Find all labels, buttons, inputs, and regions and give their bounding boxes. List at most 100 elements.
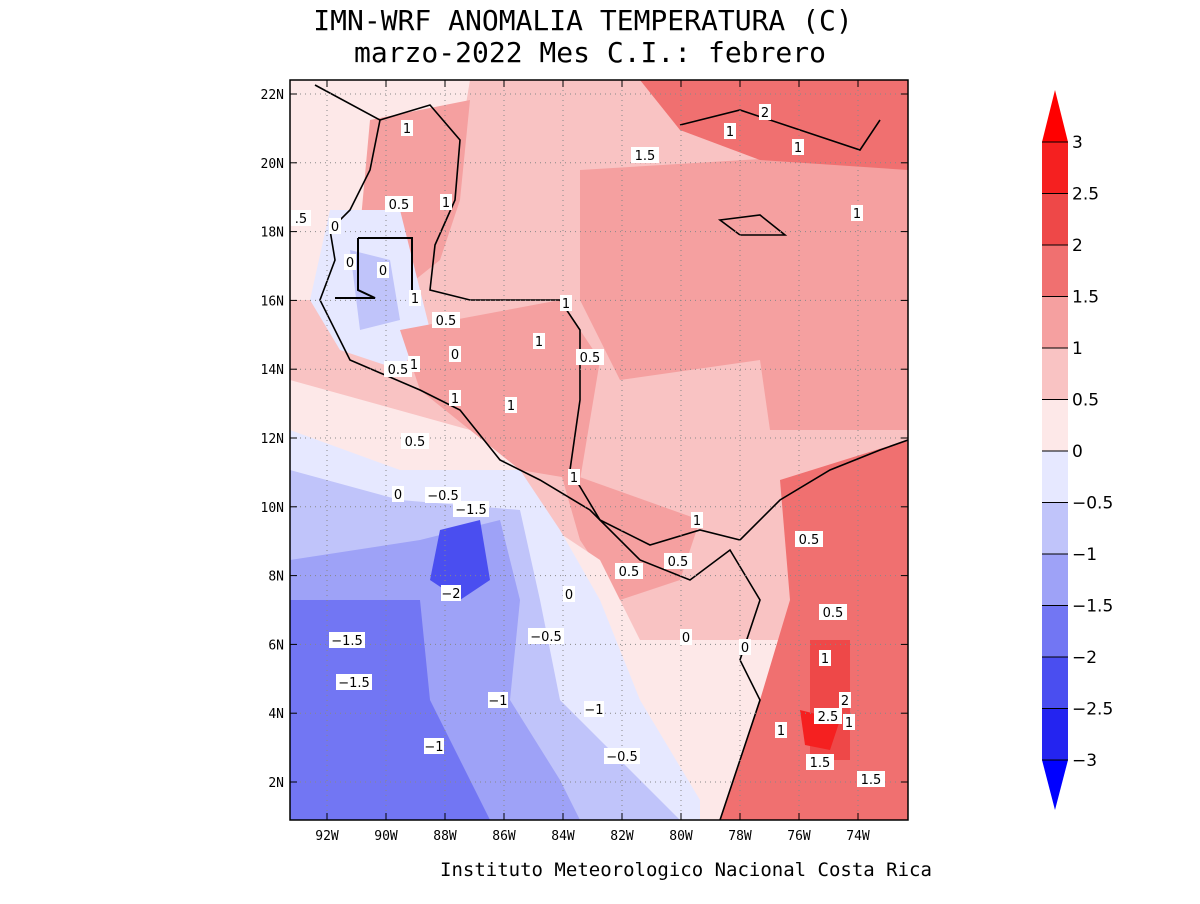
colorbar-segment xyxy=(1042,605,1068,657)
lon-label: 84W xyxy=(551,829,575,844)
contour-label: 1 xyxy=(451,392,459,407)
contour-label: 1 xyxy=(821,652,829,667)
contour-label: 0.5 xyxy=(823,606,844,621)
footer: Instituto Meteorologico Nacional Costa R… xyxy=(440,859,932,881)
lat-label: 10N xyxy=(261,501,284,516)
contour-label: 0.5 xyxy=(389,198,410,213)
contour-label: 1 xyxy=(403,122,411,137)
contour-label-box xyxy=(528,628,564,644)
contour-label-box xyxy=(384,361,412,377)
contour-label: 1 xyxy=(507,399,515,414)
contour-label-box xyxy=(440,194,452,210)
contour-label: 0.5 xyxy=(799,533,820,548)
contour-label-box xyxy=(392,486,404,502)
contour-label: 1 xyxy=(562,297,570,312)
contour-label-box xyxy=(449,346,461,362)
contour-label: 0 xyxy=(741,641,749,656)
contour-label: 1 xyxy=(853,207,861,222)
contour-label: 0.5 xyxy=(405,435,426,450)
contour-label-box xyxy=(432,312,460,328)
contour-label: −1 xyxy=(424,740,443,755)
contour-label: 2 xyxy=(761,106,769,121)
colorbar-segment xyxy=(1042,193,1068,245)
contour-label: 1.5 xyxy=(810,756,831,771)
lat-label: 4N xyxy=(268,707,284,722)
contour-label: 1 xyxy=(570,471,578,486)
lon-label: 90W xyxy=(374,829,398,844)
contour-label: −1.5 xyxy=(455,503,487,518)
contour-label-box xyxy=(329,632,365,648)
contour-label-box xyxy=(631,147,659,163)
lat-label: 8N xyxy=(268,570,284,585)
lon-label: 92W xyxy=(315,829,339,844)
contour-label: 0.5 xyxy=(436,314,457,329)
contour-label-box xyxy=(819,650,831,666)
contour-label: −1.5 xyxy=(338,676,370,691)
lat-label: 20N xyxy=(261,157,284,172)
contour-label-box xyxy=(604,748,640,764)
colorbar-label: 3 xyxy=(1072,133,1083,153)
contour-label: 0.5 xyxy=(619,565,640,580)
contour-label: 0.5 xyxy=(580,351,601,366)
contour-label: 0 xyxy=(346,256,354,271)
contour-label-box xyxy=(792,139,804,155)
contour-label-box xyxy=(425,487,461,503)
colorbar-label: 1.5 xyxy=(1072,288,1099,308)
contour-label: −2 xyxy=(441,587,460,602)
contour-label-box xyxy=(724,123,736,139)
colorbar-label: 1 xyxy=(1072,339,1083,359)
contour-label-box xyxy=(449,390,461,406)
colorbar-label: −1.5 xyxy=(1072,597,1113,617)
colorbar-segment xyxy=(1042,657,1068,709)
contour-label: 2.5 xyxy=(818,710,839,725)
lon-label: 76W xyxy=(787,829,811,844)
contour-label-box xyxy=(533,333,545,349)
colorbar-label: −3 xyxy=(1072,751,1097,771)
colorbar-segment xyxy=(1042,451,1068,503)
colorbar-segment xyxy=(1042,245,1068,297)
contour-label: 1 xyxy=(726,125,734,140)
contour-label: 0 xyxy=(451,348,459,363)
contour-label-box xyxy=(691,512,703,528)
contour-label: 1.5 xyxy=(861,773,882,788)
contour-label: 1 xyxy=(777,724,785,739)
contour-label-box xyxy=(851,205,863,221)
colorbar-segment xyxy=(1042,348,1068,400)
contour-label: 1 xyxy=(411,292,419,307)
contour-label-box xyxy=(488,692,508,708)
contour-label-box xyxy=(560,295,572,311)
contour-label: 0 xyxy=(565,588,573,603)
contour-label: 1 xyxy=(442,196,450,211)
contour-label-box xyxy=(584,701,604,717)
title-line: marzo-2022 Mes C.I.: febrero xyxy=(354,36,826,69)
contour-label: 0 xyxy=(379,264,387,279)
colorbar-label: 2 xyxy=(1072,236,1083,256)
contour-label-box xyxy=(336,674,372,690)
colorbar-label: 2.5 xyxy=(1072,185,1099,205)
contour-label-box xyxy=(409,290,421,306)
contour-label: −0.5 xyxy=(427,489,459,504)
contour-label-box xyxy=(806,754,834,770)
contour-label: −1.5 xyxy=(331,634,363,649)
contour-label: −0.5 xyxy=(530,630,562,645)
contour-label: 2 xyxy=(841,694,849,709)
lon-label: 88W xyxy=(433,829,457,844)
contour-label: 1 xyxy=(535,335,543,350)
contour-label: 0 xyxy=(331,220,339,235)
map-frame xyxy=(289,79,909,821)
contour-label: 1 xyxy=(410,358,418,373)
contour-label: 1 xyxy=(794,141,802,156)
contour-label-box xyxy=(385,196,413,212)
title-line: IMN-WRF ANOMALIA TEMPERATURA (C) xyxy=(313,4,852,37)
colorbar-label: −2 xyxy=(1072,648,1097,668)
contour-label-box xyxy=(680,629,692,645)
contour-label: −0.5 xyxy=(606,750,638,765)
colorbar-arrow xyxy=(1042,90,1068,142)
colorbar-segment xyxy=(1042,554,1068,606)
contour-label-box xyxy=(775,722,787,738)
lon-label: 80W xyxy=(669,829,693,844)
lat-label: 16N xyxy=(261,294,284,309)
contour-label-box xyxy=(344,254,356,270)
contour-label-box xyxy=(424,738,444,754)
contour-label: 0.5 xyxy=(388,363,409,378)
